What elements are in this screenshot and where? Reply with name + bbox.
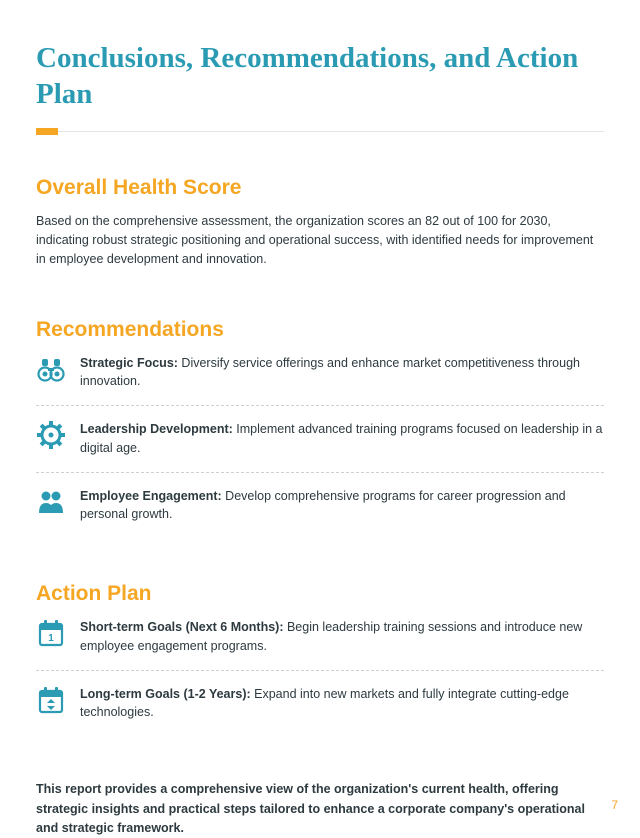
action-plan-heading: Action Plan — [36, 582, 604, 606]
binoculars-icon — [36, 354, 66, 384]
recommendations-heading: Recommendations — [36, 318, 604, 342]
page-title: Conclusions, Recommendations, and Action… — [36, 40, 604, 113]
overall-body: Based on the comprehensive assessment, t… — [36, 212, 604, 270]
svg-text:1: 1 — [48, 633, 54, 644]
recommendation-title: Leadership Development: — [80, 422, 233, 436]
title-divider — [36, 131, 604, 132]
action-text: Short-term Goals (Next 6 Months): Begin … — [80, 618, 604, 656]
recommendation-item: Leadership Development: Implement advanc… — [36, 420, 604, 473]
recommendation-item: Strategic Focus: Diversify service offer… — [36, 354, 604, 407]
calendar-arrows-icon — [36, 685, 66, 715]
recommendation-item: Employee Engagement: Develop comprehensi… — [36, 487, 604, 539]
closing-statement: This report provides a comprehensive vie… — [36, 780, 604, 838]
action-title: Long-term Goals (1-2 Years): — [80, 687, 251, 701]
action-item: Long-term Goals (1-2 Years): Expand into… — [36, 685, 604, 737]
recommendation-text: Employee Engagement: Develop comprehensi… — [80, 487, 604, 525]
action-text: Long-term Goals (1-2 Years): Expand into… — [80, 685, 604, 723]
gear-icon — [36, 420, 66, 450]
recommendations-list: Strategic Focus: Diversify service offer… — [36, 354, 604, 539]
page-number: 7 — [611, 798, 618, 812]
action-plan-list: 1 Short-term Goals (Next 6 Months): Begi… — [36, 618, 604, 736]
recommendation-text: Strategic Focus: Diversify service offer… — [80, 354, 604, 392]
calendar-one-icon: 1 — [36, 618, 66, 648]
overall-heading: Overall Health Score — [36, 176, 604, 200]
people-icon — [36, 487, 66, 517]
action-title: Short-term Goals (Next 6 Months): — [80, 620, 284, 634]
recommendation-title: Employee Engagement: — [80, 489, 222, 503]
action-item: 1 Short-term Goals (Next 6 Months): Begi… — [36, 618, 604, 671]
recommendation-title: Strategic Focus: — [80, 356, 178, 370]
recommendation-text: Leadership Development: Implement advanc… — [80, 420, 604, 458]
